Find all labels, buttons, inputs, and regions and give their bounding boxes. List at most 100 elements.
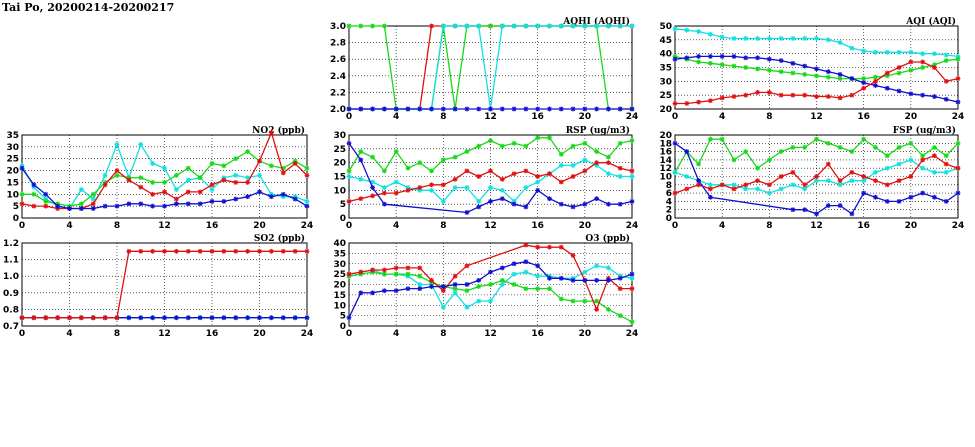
data-point [743,149,749,154]
data-point [488,106,493,112]
data-point [523,185,529,190]
data-point [304,315,310,321]
x-tick-label: 4 [719,221,725,231]
x-tick-label: 4 [66,221,72,231]
data-point [849,45,855,51]
chart-title: AQI (AQI) [905,16,956,27]
data-point [43,191,49,197]
data-point [802,63,808,69]
data-point [476,284,482,289]
y-tick-label: 50 [659,22,672,32]
data-point [523,106,529,112]
data-point [707,136,713,142]
data-point [43,199,49,204]
data-point [499,196,505,202]
y-tick-label: 1.0 [3,272,19,282]
data-point [245,315,251,321]
data-point [547,286,552,292]
data-point [861,178,867,184]
data-point [873,83,878,88]
data-point [464,106,470,112]
data-point [464,263,470,269]
data-point [547,106,552,112]
data-point [920,165,926,171]
data-point [233,172,239,178]
y-tick-label: 2.8 [330,39,346,49]
data-point [78,206,84,211]
data-point [790,207,796,213]
data-point [814,66,819,72]
x-tick-label: 12 [158,329,171,339]
data-point [417,185,423,190]
data-point [629,23,635,29]
data-point [381,190,387,196]
data-point [268,130,274,136]
data-point [873,78,878,84]
y-tick-label: 0 [340,322,346,332]
data-point [606,154,611,160]
data-point [755,186,760,192]
data-point [429,23,434,29]
data-point [837,95,843,101]
data-point [185,165,191,171]
x-tick-label: 0 [19,329,25,339]
data-point [814,73,819,79]
data-point [849,211,855,217]
data-point [814,94,819,99]
x-tick-label: 8 [440,112,446,122]
y-tick-label: 10 [6,190,19,200]
data-point [185,177,191,183]
data-point [558,201,564,207]
series-green [672,54,961,81]
data-point [440,288,446,294]
x-tick-label: 20 [579,221,592,231]
data-point [908,49,914,55]
x-tick-label: 0 [19,221,25,231]
data-point [731,54,737,59]
data-point [719,34,725,40]
data-point [90,206,96,211]
data-point [209,161,215,166]
series-red [672,153,961,196]
data-point [535,286,541,292]
data-point [558,23,564,29]
data-point [570,174,576,179]
data-point [90,201,96,207]
y-tick-label: 2.2 [330,88,346,98]
data-point [19,165,25,171]
data-point [464,210,470,215]
data-point [825,74,831,80]
data-point [837,72,843,77]
data-point [280,315,286,321]
y-tick-label: 30 [659,77,672,87]
data-point [126,248,132,254]
data-point [731,182,737,188]
data-point [594,307,600,312]
x-tick-label: 8 [440,221,446,231]
x-tick-label: 0 [346,112,352,122]
data-point [452,282,458,287]
data-point [629,286,635,292]
data-point [908,194,914,200]
data-point [464,149,470,154]
data-point [19,315,25,321]
y-tick-label: 5 [13,202,19,212]
x-tick-label: 0 [346,221,352,231]
data-point [873,178,878,184]
data-point [861,48,867,54]
data-point [162,203,167,209]
data-point [582,157,588,163]
data-point [209,199,215,204]
y-tick-label: 10 [333,186,346,196]
data-point [452,23,458,29]
data-point [67,206,72,211]
data-point [837,203,843,208]
data-point [766,157,772,163]
data-point [932,153,937,159]
data-point [719,62,725,68]
data-point [162,180,167,185]
data-point [511,171,517,177]
data-point [405,106,411,112]
data-point [452,185,458,190]
data-point [535,179,541,185]
